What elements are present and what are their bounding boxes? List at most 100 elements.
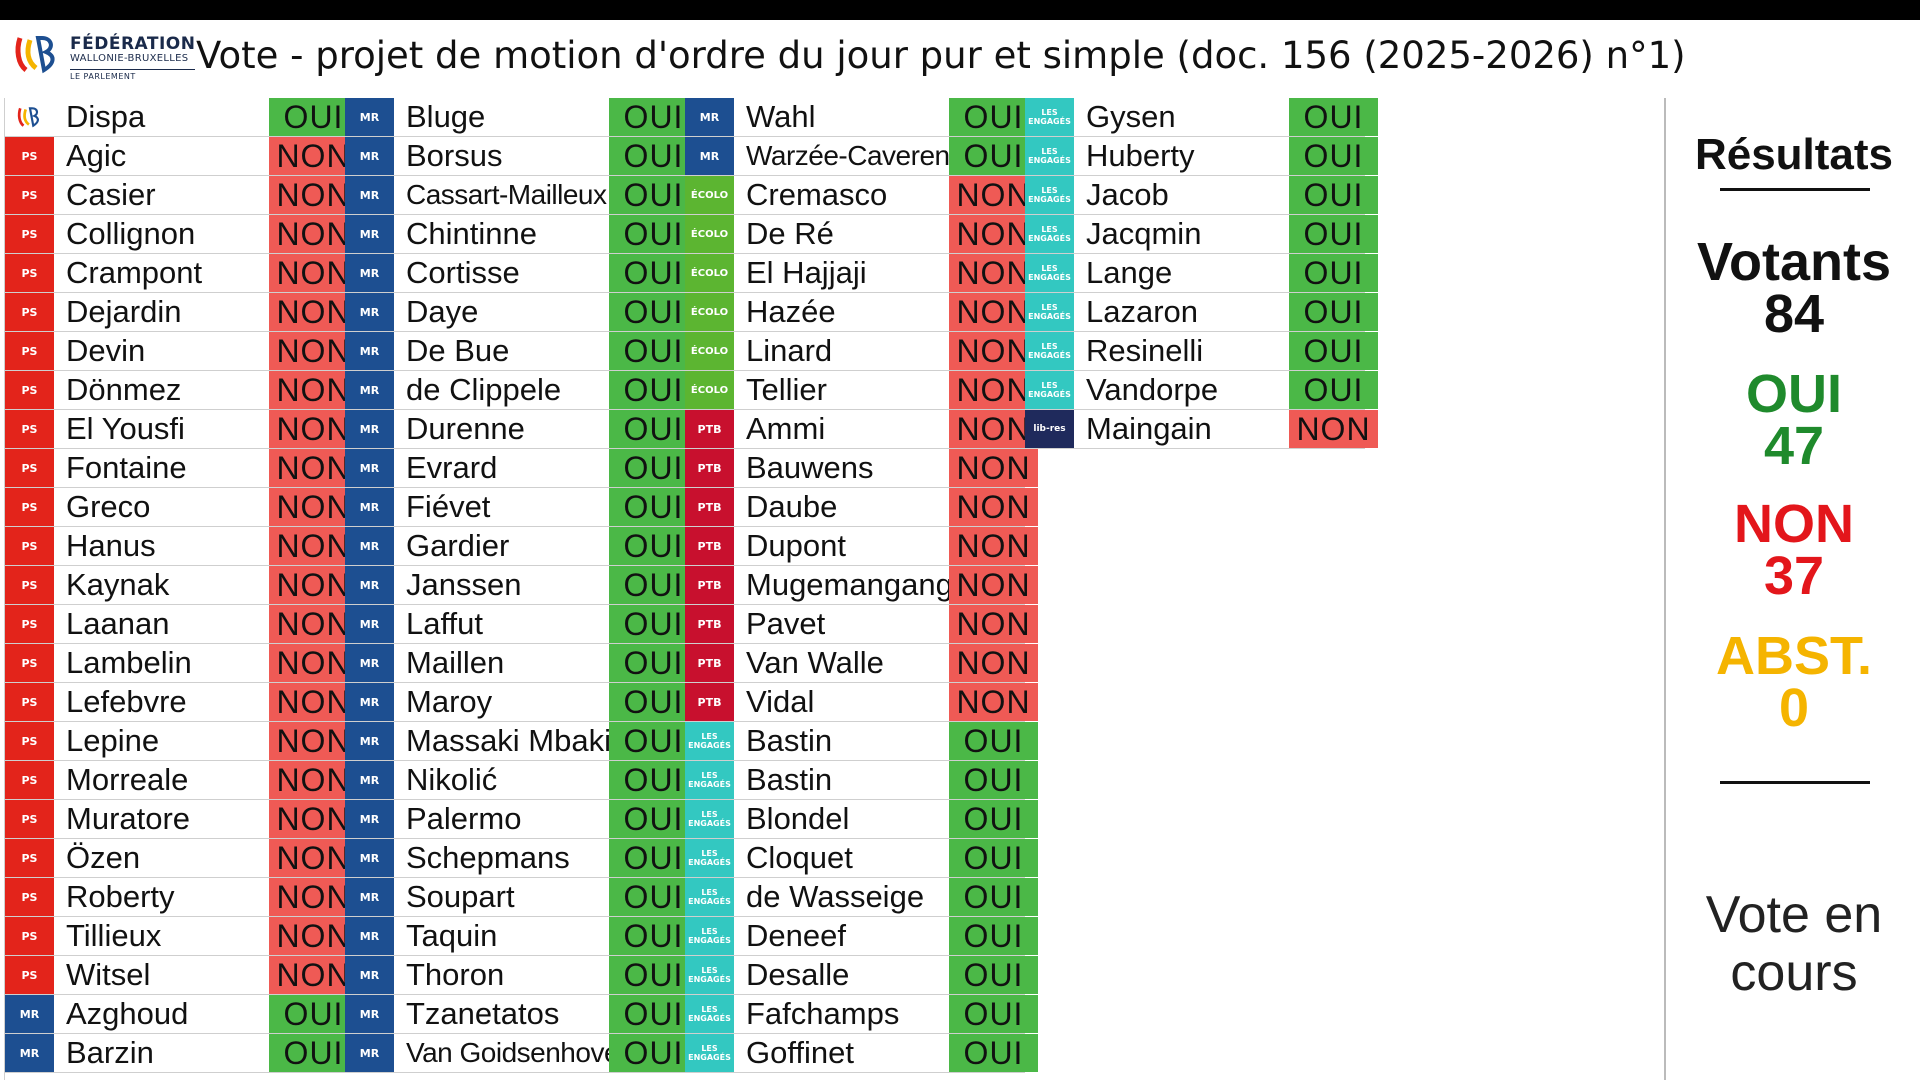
- party-label: MR: [359, 149, 380, 163]
- vote-cell: OUI: [609, 449, 698, 487]
- party-label: MR: [359, 227, 380, 241]
- party-label: MR: [359, 929, 380, 943]
- member-name: Fontaine: [66, 450, 187, 485]
- vote-cell: OUI: [949, 878, 1038, 916]
- member-name: Daube: [746, 489, 838, 524]
- member-name: Linard: [746, 333, 833, 368]
- abst-label: ABST.: [1715, 626, 1872, 686]
- member-name: Muratore: [66, 801, 191, 836]
- member-name: Warzée-Caverenne: [746, 140, 980, 171]
- party-label: PS: [21, 851, 38, 865]
- party-badge: LES ENGAGÉS: [685, 800, 734, 838]
- member-row: LES ENGAGÉS Gysen OUI: [1025, 98, 1378, 137]
- party-badge: MR: [345, 566, 394, 604]
- member-row: PS Dejardin NON: [5, 293, 358, 332]
- member-row: LES ENGAGÉS Jacqmin OUI: [1025, 215, 1378, 254]
- party-badge: PTB: [685, 683, 734, 721]
- party-badge: PTB: [685, 488, 734, 526]
- party-label: LES ENGAGÉS: [688, 888, 731, 906]
- member-row: PTB Van Walle NON: [685, 644, 1038, 683]
- vote-cell: OUI: [609, 293, 698, 331]
- vote-cell: OUI: [949, 800, 1038, 838]
- member-name: Collignon: [66, 216, 196, 251]
- member-name: Bluge: [406, 99, 486, 134]
- member-row: PS Muratore NON: [5, 800, 358, 839]
- party-badge: PTB: [685, 449, 734, 487]
- vote-cell: NON: [269, 527, 358, 565]
- results-rule-bottom: [1720, 781, 1870, 784]
- vote-cell: NON: [269, 410, 358, 448]
- party-label: MR: [359, 266, 380, 280]
- party-label: PS: [21, 344, 38, 358]
- member-row: PS Morreale NON: [5, 761, 358, 800]
- party-label: PS: [21, 500, 38, 514]
- party-label: PTB: [697, 422, 722, 436]
- vote-cell: NON: [269, 332, 358, 370]
- party-label: MR: [359, 968, 380, 982]
- member-name: Goffinet: [746, 1035, 855, 1070]
- party-badge: PS: [5, 644, 54, 682]
- vote-cell: OUI: [609, 488, 698, 526]
- member-row: PS Casier NON: [5, 176, 358, 215]
- member-row: MR Maroy OUI: [345, 683, 698, 722]
- vote-cell: OUI: [949, 839, 1038, 877]
- vote-cell: OUI: [269, 995, 358, 1033]
- member-name: Lefebvre: [66, 684, 187, 719]
- party-label: MR: [359, 461, 380, 475]
- member-name: Borsus: [406, 138, 503, 173]
- party-badge: PS: [5, 839, 54, 877]
- party-label: PS: [21, 227, 38, 241]
- vote-cell: OUI: [1289, 293, 1378, 331]
- member-row: LES ENGAGÉS Goffinet OUI: [685, 1034, 1038, 1073]
- member-name: Daye: [406, 294, 479, 329]
- member-row: LES ENGAGÉS Resinelli OUI: [1025, 332, 1378, 371]
- member-name: Palermo: [406, 801, 522, 836]
- no-label: NON: [1734, 494, 1854, 554]
- member-row: PS Lefebvre NON: [5, 683, 358, 722]
- party-badge: PTB: [685, 605, 734, 643]
- party-label: PS: [21, 929, 38, 943]
- party-badge: ÉCOLO: [685, 332, 734, 370]
- member-row: PTB Mugemangango NON: [685, 566, 1038, 605]
- member-name: Crampont: [66, 255, 203, 290]
- vote-cell: OUI: [609, 527, 698, 565]
- member-name: Soupart: [406, 879, 515, 914]
- party-badge: MR: [345, 137, 394, 175]
- vote-cell: OUI: [609, 839, 698, 877]
- member-name: Hanus: [66, 528, 156, 563]
- party-label: PS: [21, 305, 38, 319]
- member-name: Dispa: [66, 99, 146, 134]
- member-row: PS Dönmez NON: [5, 371, 358, 410]
- vote-cell: NON: [269, 878, 358, 916]
- party-label: PTB: [697, 656, 722, 670]
- member-row: MR Palermo OUI: [345, 800, 698, 839]
- party-badge: MR: [345, 644, 394, 682]
- vote-cell: OUI: [1289, 137, 1378, 175]
- member-row: PS Tillieux NON: [5, 917, 358, 956]
- voters-count: 84: [1763, 284, 1825, 344]
- party-badge: MR: [345, 800, 394, 838]
- party-badge: LES ENGAGÉS: [1025, 98, 1074, 136]
- party-label: MR: [359, 422, 380, 436]
- party-badge: MR: [345, 215, 394, 253]
- party-badge: LES ENGAGÉS: [685, 878, 734, 916]
- vote-cell: NON: [949, 410, 1038, 448]
- yes-label: OUI: [1745, 364, 1842, 424]
- party-badge: LES ENGAGÉS: [685, 722, 734, 760]
- party-label: LES ENGAGÉS: [688, 810, 731, 828]
- party-label: MR: [359, 812, 380, 826]
- member-row: PS Agic NON: [5, 137, 358, 176]
- member-name: Gysen: [1086, 99, 1176, 134]
- member-name: Ammi: [746, 411, 826, 446]
- party-badge: LES ENGAGÉS: [1025, 176, 1074, 214]
- party-badge: MR: [345, 332, 394, 370]
- member-row: MR Evrard OUI: [345, 449, 698, 488]
- party-badge: LES ENGAGÉS: [1025, 332, 1074, 370]
- party-badge: MR: [345, 293, 394, 331]
- party-label: MR: [19, 1007, 40, 1021]
- party-label: LES ENGAGÉS: [1028, 147, 1071, 165]
- vote-cell: NON: [949, 566, 1038, 604]
- member-row: MR Durenne OUI: [345, 410, 698, 449]
- member-name: Witsel: [66, 957, 151, 992]
- vote-cell: NON: [269, 488, 358, 526]
